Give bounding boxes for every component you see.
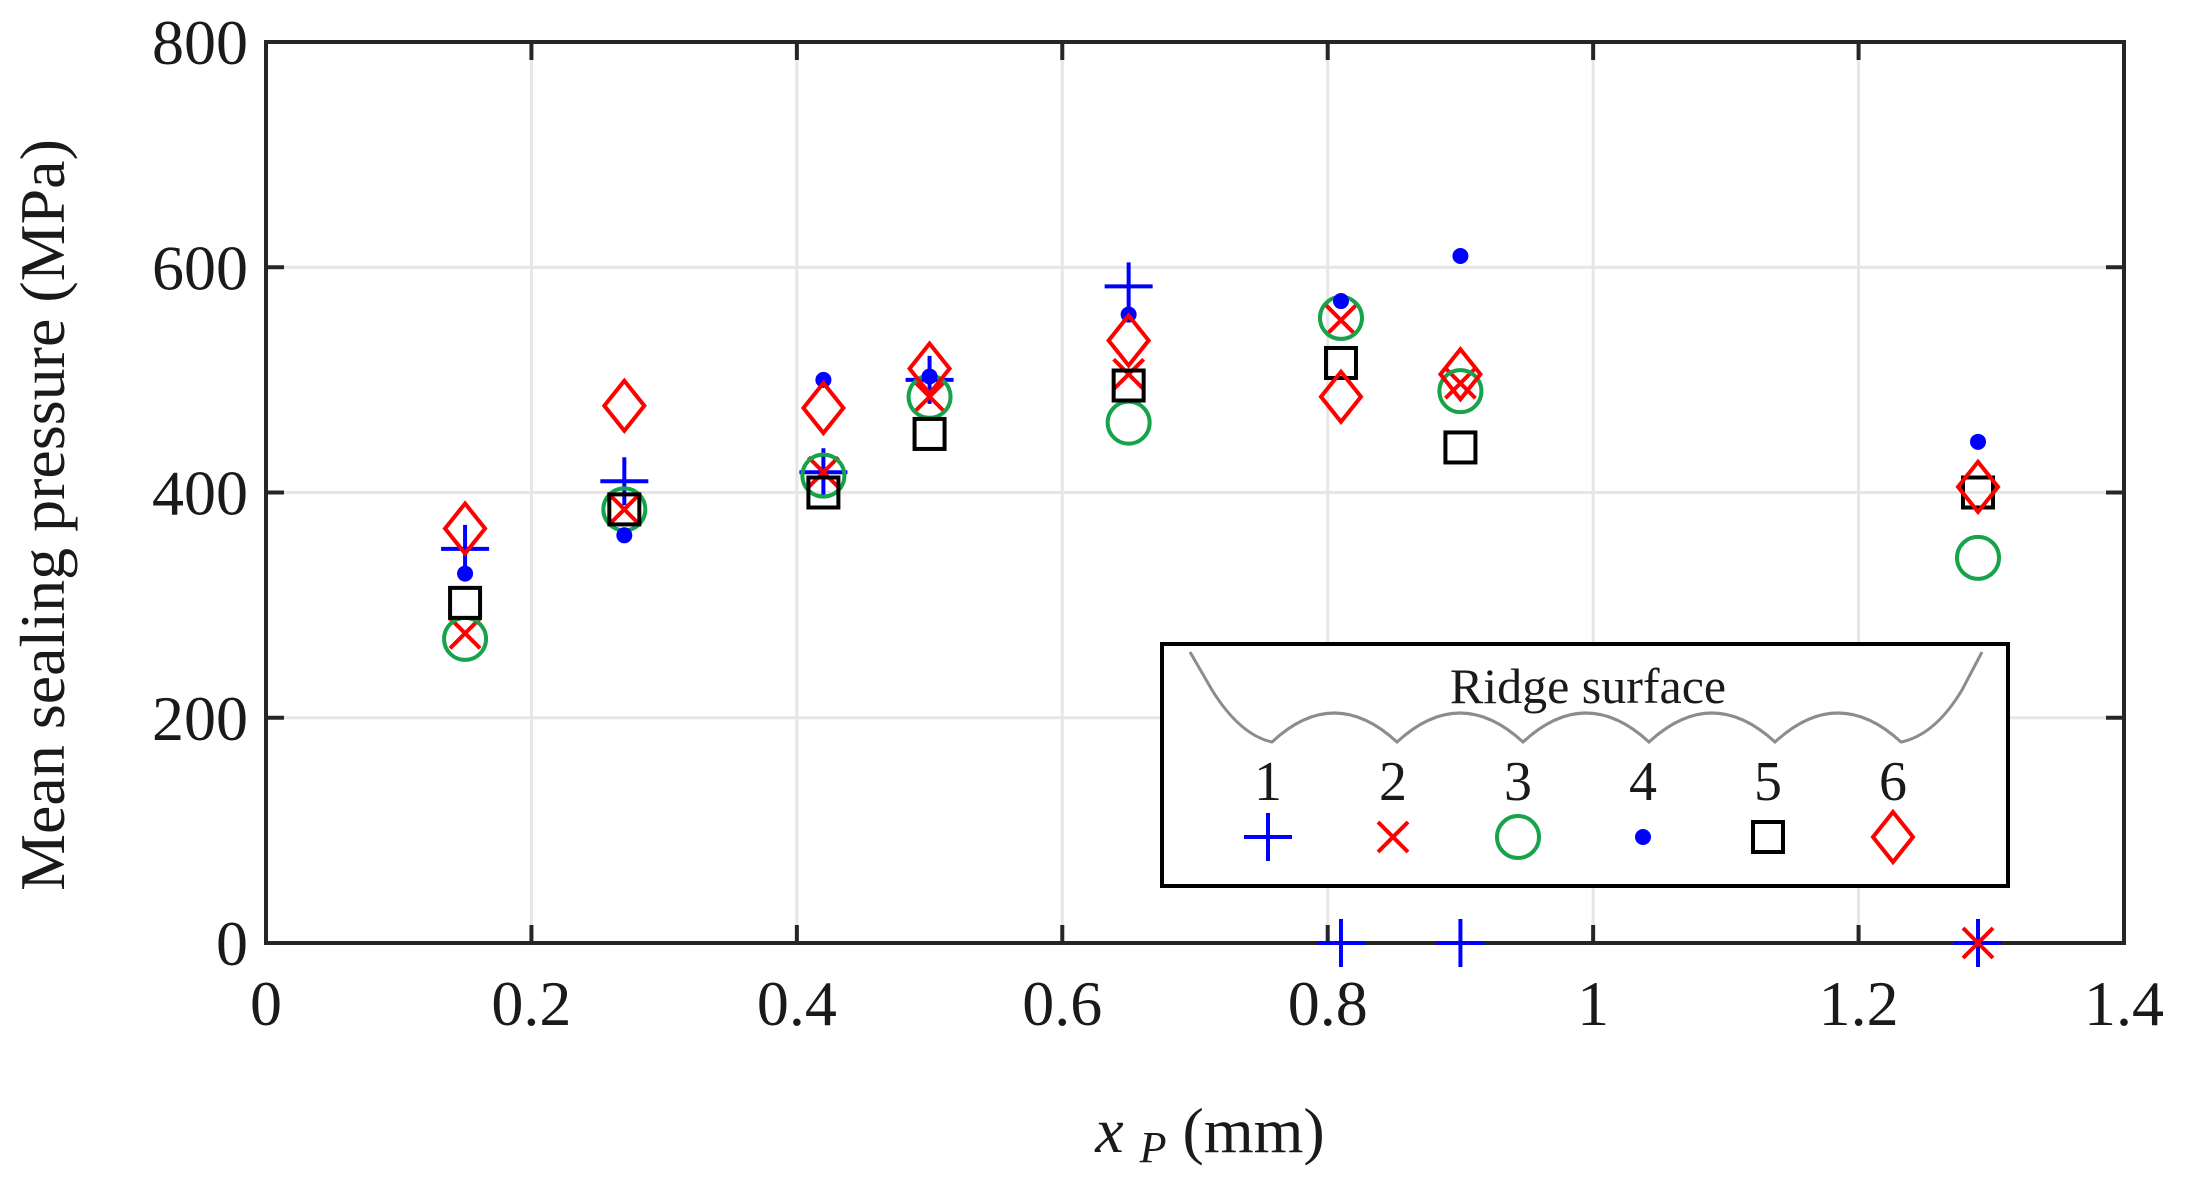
x-marker-b [607, 492, 641, 526]
data-point-series-6 [442, 500, 488, 557]
data-point-series-1 [1316, 919, 1365, 967]
series-2 [448, 303, 1995, 960]
legend-marker-2 [1376, 820, 1410, 854]
y-tick-label: 800 [152, 7, 248, 78]
legend-marker-5 [1751, 820, 1785, 854]
data-point-series-4 [921, 368, 938, 385]
legend-title: Ridge surface [1450, 658, 1726, 714]
data-point-series-6 [907, 340, 953, 397]
x-axis-label-subscript: P [1139, 1123, 1167, 1172]
data-point-series-1 [600, 457, 649, 506]
x-marker-b [1961, 926, 1995, 960]
legend-entry-label: 1 [1254, 751, 1282, 813]
legend-marker-4 [1635, 829, 1651, 845]
legend-entry-label: 5 [1754, 751, 1782, 813]
data-point-series-5 [1443, 430, 1478, 465]
data-point-series-5 [607, 492, 642, 527]
x-tick-label: 0.2 [491, 968, 571, 1039]
data-point-series-6 [1106, 312, 1152, 369]
y-tick-label: 400 [152, 458, 248, 529]
data-point-series-4 [1970, 433, 1987, 450]
y-tick-label: 200 [152, 683, 248, 754]
legend-entry-label: 3 [1504, 751, 1532, 813]
x-tick-label: 0.8 [1288, 968, 1368, 1039]
legend-entry-label: 6 [1879, 751, 1907, 813]
data-point-series-5 [448, 585, 483, 620]
data-point-series-3 [800, 452, 847, 499]
data-point-series-2 [1961, 926, 1995, 960]
data-point-series-3 [1437, 368, 1484, 415]
data-points [441, 247, 2003, 967]
data-point-series-1 [1436, 919, 1485, 967]
data-point-series-5 [1111, 368, 1146, 403]
x-tick-label: 0 [250, 968, 282, 1039]
data-point-series-6 [1955, 458, 2001, 516]
legend: Ridge surface 1 2 3 4 5 6 [1160, 642, 2010, 888]
y-tick-label: 0 [216, 908, 248, 979]
data-point-series-3 [1955, 534, 2002, 581]
y-tick-label: 600 [152, 232, 248, 303]
data-point-series-4 [1452, 247, 1469, 264]
x-marker-b [448, 616, 482, 650]
data-point-series-6 [1318, 368, 1364, 425]
data-point-series-6 [1437, 346, 1483, 403]
data-point-series-4 [616, 527, 633, 544]
data-point-series-5 [806, 475, 841, 510]
legend-entry-label: 2 [1379, 751, 1407, 813]
x-marker-b [806, 455, 840, 489]
data-point-series-4 [457, 565, 474, 582]
legend-entry-label: 4 [1629, 751, 1657, 813]
data-point-series-2 [806, 455, 840, 489]
ticks: 0 0.2 0.4 0.6 0.8 1 1.2 1.4 0 200 400 600 800 [152, 7, 2164, 1039]
x-tick-label: 1.2 [1819, 968, 1899, 1039]
series-6 [442, 312, 2001, 557]
data-point-series-2 [448, 616, 482, 650]
data-point-series-4 [1332, 293, 1349, 310]
x-axis-label-unit: (mm) [1183, 1095, 1325, 1166]
data-point-series-2 [1112, 357, 1146, 391]
x-tick-label: 0.4 [757, 968, 837, 1039]
data-point-series-5 [1323, 345, 1358, 380]
y-axis-label: Mean sealing pressure (MPa) [7, 139, 78, 891]
series-5 [448, 345, 1996, 620]
data-point-series-1 [441, 524, 490, 573]
legend-marker-6 [1870, 808, 1916, 866]
x-marker-b [1376, 820, 1410, 854]
data-point-series-6 [601, 377, 647, 434]
legend-box [1160, 642, 2010, 888]
ridge-surface-profile [1188, 651, 1984, 745]
data-point-series-5 [912, 416, 947, 451]
x-axis-label-variable: x [1094, 1095, 1123, 1166]
x-tick-label: 1 [1577, 968, 1609, 1039]
x-axis-label: x P (mm) [1094, 1095, 1324, 1176]
data-point-series-1 [1104, 262, 1153, 311]
x-marker-b [1112, 357, 1146, 391]
x-tick-label: 0.6 [1022, 968, 1102, 1039]
data-point-series-2 [607, 492, 641, 526]
data-point-series-2 [1324, 303, 1358, 337]
data-point-series-6 [800, 379, 846, 437]
legend-marker-3 [1495, 814, 1541, 860]
x-tick-label: 1.4 [2084, 968, 2164, 1039]
x-marker-b [1324, 303, 1358, 337]
legend-marker-1 [1244, 813, 1292, 861]
legend-entries: 1 2 3 4 5 6 [1244, 751, 1916, 866]
